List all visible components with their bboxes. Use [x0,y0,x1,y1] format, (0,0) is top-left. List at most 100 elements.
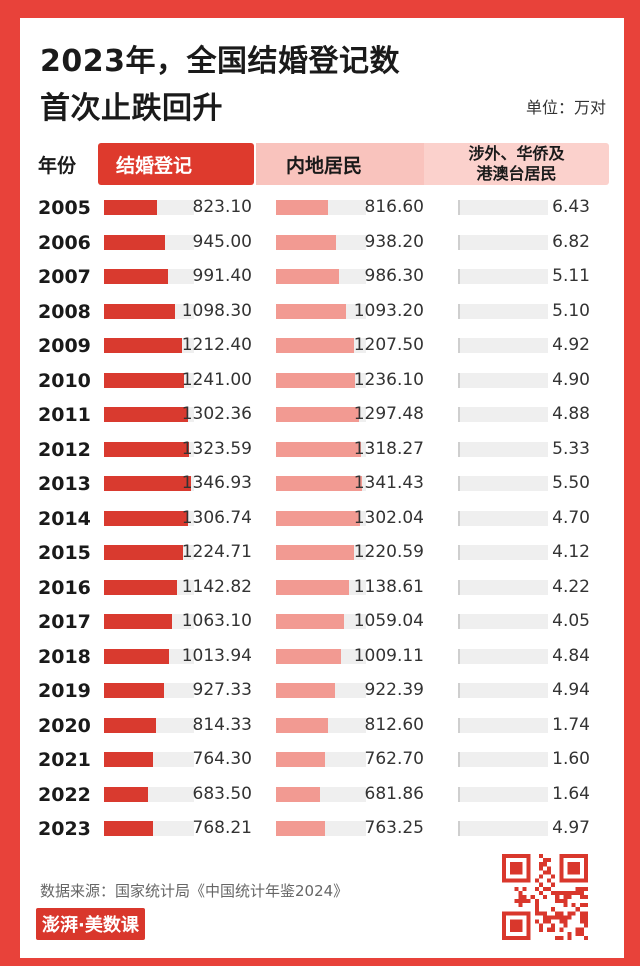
foreign-bar [458,614,460,629]
marriage-bar-track [104,407,194,422]
mainland-bar [276,200,329,215]
mainland-bar-track [276,614,366,629]
foreign-value-label: 4.97 [552,818,590,838]
foreign-bar [458,234,460,250]
marriage-bar-track [104,200,194,215]
foreign-bar [458,579,460,595]
table-row: 2009 1212.40 1207.50 4.92 [20,328,624,363]
mainland-bar-track [276,683,366,698]
foreign-value-label: 6.43 [552,197,590,217]
foreign-bar-track [458,821,548,836]
marriage-value-label: 945.00 [192,231,252,252]
mainland-bar-track [276,510,366,526]
marriage-bar [104,786,148,802]
page-title: 2023年，全国结婚登记数 [40,44,400,79]
marriage-bar [104,200,157,215]
year-label: 2010 [38,369,91,392]
foreign-value-label: 4.22 [552,576,590,597]
year-label: 2016 [38,576,91,599]
foreign-bar-track [458,717,548,733]
foreign-bar-track [458,545,548,560]
mainland-bar-track [276,234,366,250]
foreign-bar [458,683,460,698]
foreign-bar-track [458,510,548,526]
foreign-value-label: 5.11 [552,266,590,286]
foreign-bar [458,648,460,664]
mainland-value-label: 816.60 [364,197,424,217]
marriage-value-label: 1142.82 [181,576,252,597]
mainland-bar [276,407,360,422]
marriage-bar [104,234,165,250]
marriage-bar-track [104,372,194,388]
foreign-bar [458,476,460,491]
table-row: 2006 945.00 938.20 6.82 [20,225,624,260]
source-note: 数据来源：国家统计局《中国统计年鉴2024》 [40,882,349,900]
foreign-bar [458,407,460,422]
foreign-value-label: 4.84 [552,645,590,666]
mainland-value-label: 1220.59 [353,542,424,562]
header-foreign: 涉外、华侨及 港澳台居民 [424,143,609,185]
qr-code-icon[interactable] [502,854,588,940]
table-row: 2005 823.10 816.60 6.43 [20,190,624,225]
marriage-bar [104,476,191,491]
mainland-value-label: 1341.43 [353,473,424,493]
foreign-value-label: 1.64 [552,783,590,804]
mainland-bar-track [276,476,366,491]
mainland-value-label: 986.30 [364,266,424,286]
mainland-bar-track [276,786,366,802]
marriage-bar-track [104,683,194,698]
table-row: 2015 1224.71 1220.59 4.12 [20,535,624,570]
mainland-bar-track [276,441,366,457]
marriage-bar-track [104,786,194,802]
mainland-bar [276,614,345,629]
foreign-bar [458,717,460,733]
marriage-bar [104,441,190,457]
marriage-value-label: 683.50 [192,783,252,804]
mainland-bar-track [276,579,366,595]
foreign-bar [458,441,460,457]
mainland-bar-track [276,407,366,422]
foreign-value-label: 6.82 [552,231,590,252]
foreign-bar-track [458,579,548,595]
mainland-bar [276,476,363,491]
mainland-value-label: 938.20 [364,231,424,252]
marriage-bar [104,269,168,284]
page-subtitle: 首次止跌回升 [40,91,223,126]
table-row: 2021 764.30 762.70 1.60 [20,742,624,777]
mainland-value-label: 1059.04 [353,611,424,631]
foreign-value-label: 5.50 [552,473,590,493]
marriage-value-label: 1212.40 [181,335,252,355]
mainland-value-label: 922.39 [364,680,424,700]
year-label: 2017 [38,611,91,633]
foreign-bar-track [458,683,548,698]
infographic-card: 2023年，全国结婚登记数 首次止跌回升 单位：万对 年份 结婚登记 内地居民 … [20,18,624,958]
mainland-bar-track [276,200,366,215]
table-row: 2007 991.40 986.30 5.11 [20,259,624,294]
marriage-bar [104,510,188,526]
foreign-value-label: 1.74 [552,714,590,735]
mainland-bar-track [276,648,366,664]
marriage-value-label: 1306.74 [181,507,252,528]
year-label: 2005 [38,197,91,219]
marriage-bar-track [104,234,194,250]
mainland-bar [276,821,326,836]
foreign-bar-track [458,200,548,215]
marriage-value-label: 764.30 [192,749,252,769]
marriage-bar-track [104,545,194,560]
marriage-bar-track [104,338,194,353]
mainland-bar [276,372,356,388]
marriage-value-label: 1063.10 [181,611,252,631]
mainland-value-label: 681.86 [364,783,424,804]
brand-logo: 澎湃·美数课 [36,908,145,940]
foreign-bar [458,545,460,560]
year-label: 2023 [38,818,91,840]
foreign-value-label: 4.05 [552,611,590,631]
marriage-bar [104,614,173,629]
mainland-bar [276,510,360,526]
table-row: 2013 1346.93 1341.43 5.50 [20,466,624,501]
marriage-bar [104,821,154,836]
mainland-bar-track [276,372,366,388]
mainland-bar-track [276,545,366,560]
mainland-value-label: 1009.11 [353,645,424,666]
marriage-value-label: 1241.00 [181,369,252,390]
